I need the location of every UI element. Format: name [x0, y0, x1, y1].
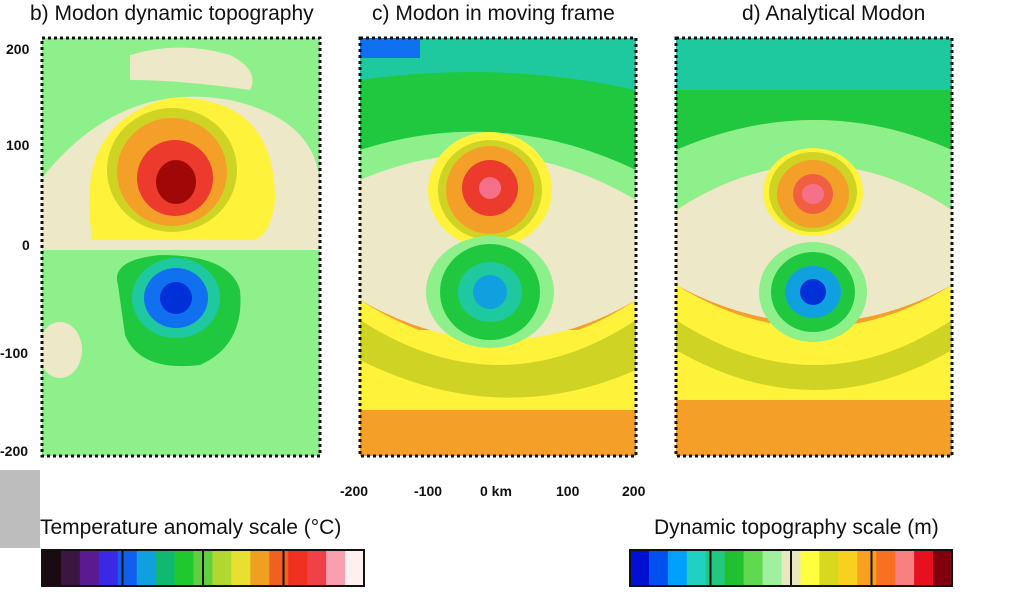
side-tab — [0, 470, 40, 548]
temperature-colorbar-swatch — [269, 550, 289, 586]
temperature-colorbar-swatch — [250, 550, 270, 586]
temperature-colorbar-swatch — [79, 550, 100, 586]
panel-d-middle-yellow — [676, 285, 952, 365]
topography-colorbar-swatch — [914, 550, 934, 586]
y-tick-neg200: -200 — [0, 443, 28, 459]
temperature-colorbar-swatch — [117, 550, 138, 586]
panel-c-corner-blue — [360, 38, 420, 58]
topography-colorbar-swatch — [876, 550, 896, 586]
panel-c-frame — [358, 36, 638, 458]
temperature-colorbar-swatch — [288, 550, 308, 586]
x-tick-200: 200 — [622, 483, 646, 499]
temperature-colorbar-swatch — [231, 550, 251, 586]
topography-colorbar-swatch — [838, 550, 858, 586]
topography-colorbar-swatch — [762, 550, 783, 586]
panel-d-low-core — [800, 279, 826, 305]
panel-c-middle-yellow — [360, 300, 636, 365]
topography-colorbar — [629, 549, 953, 587]
y-tick-neg100: -100 — [0, 345, 28, 361]
panel-b — [42, 38, 320, 456]
temperature-scale-title: Temperature anomaly scale (°C) — [40, 516, 341, 539]
panel-c — [360, 38, 636, 456]
panel-d-high-core — [802, 184, 824, 204]
topography-scale-title: Dynamic topography scale (m) — [654, 516, 939, 539]
temperature-colorbar-frame — [41, 549, 365, 587]
topography-colorbar-swatch — [630, 550, 650, 586]
panel-d — [676, 38, 952, 456]
topography-colorbar-swatch — [686, 550, 707, 586]
panel-b-frame — [40, 36, 322, 458]
topography-colorbar-swatch — [857, 550, 877, 586]
y-tick-0: 0 — [22, 237, 30, 253]
y-tick-100: 100 — [6, 137, 30, 153]
panel-d-frame — [674, 36, 954, 458]
panel-d-olive-band — [676, 320, 952, 390]
panel-c-high-core — [479, 177, 501, 199]
topography-colorbar-swatch — [933, 550, 953, 586]
topography-colorbar-swatch — [724, 550, 745, 586]
topography-colorbar-swatch — [819, 550, 839, 586]
temperature-colorbar-swatch — [326, 550, 346, 586]
y-tick-200: 200 — [6, 41, 30, 57]
panel-d-title: d) Analytical Modon — [742, 2, 925, 25]
x-tick-0: 0 km — [480, 483, 512, 499]
panel-b-cream-top — [130, 47, 253, 90]
temperature-colorbar-swatch — [42, 550, 62, 586]
temperature-colorbar-swatch — [307, 550, 327, 586]
temperature-colorbar — [41, 549, 365, 587]
topography-colorbar-swatch — [800, 550, 821, 586]
topography-colorbar-swatch — [667, 550, 688, 586]
panel-b-title: b) Modon dynamic topography — [30, 2, 314, 25]
x-tick-neg200: -200 — [340, 483, 368, 499]
x-tick-neg100: -100 — [414, 483, 442, 499]
topography-colorbar-swatch — [895, 550, 915, 586]
topography-colorbar-swatch — [743, 550, 764, 586]
panel-c-top-lightgreen — [360, 131, 636, 200]
temperature-colorbar-swatch — [212, 550, 233, 586]
temperature-colorbar-swatch — [155, 550, 176, 586]
panel-c-title: c) Modon in moving frame — [372, 2, 615, 25]
temperature-colorbar-swatch — [345, 550, 365, 586]
panel-d-top-green — [676, 90, 952, 150]
panel-c-low-core — [473, 275, 507, 309]
temperature-colorbar-swatch — [174, 550, 195, 586]
panel-b-low-core — [160, 282, 192, 314]
topography-colorbar-swatch — [705, 550, 726, 586]
panel-b-high-core — [156, 160, 196, 204]
topography-colorbar-swatch — [648, 550, 669, 586]
x-tick-100: 100 — [556, 483, 580, 499]
panel-c-olive-band — [360, 310, 636, 398]
topography-colorbar-frame — [629, 549, 953, 587]
panel-b-cream-spot — [42, 322, 82, 378]
temperature-colorbar-swatch — [60, 550, 81, 586]
temperature-colorbar-swatch — [136, 550, 157, 586]
temperature-colorbar-swatch — [98, 550, 119, 586]
